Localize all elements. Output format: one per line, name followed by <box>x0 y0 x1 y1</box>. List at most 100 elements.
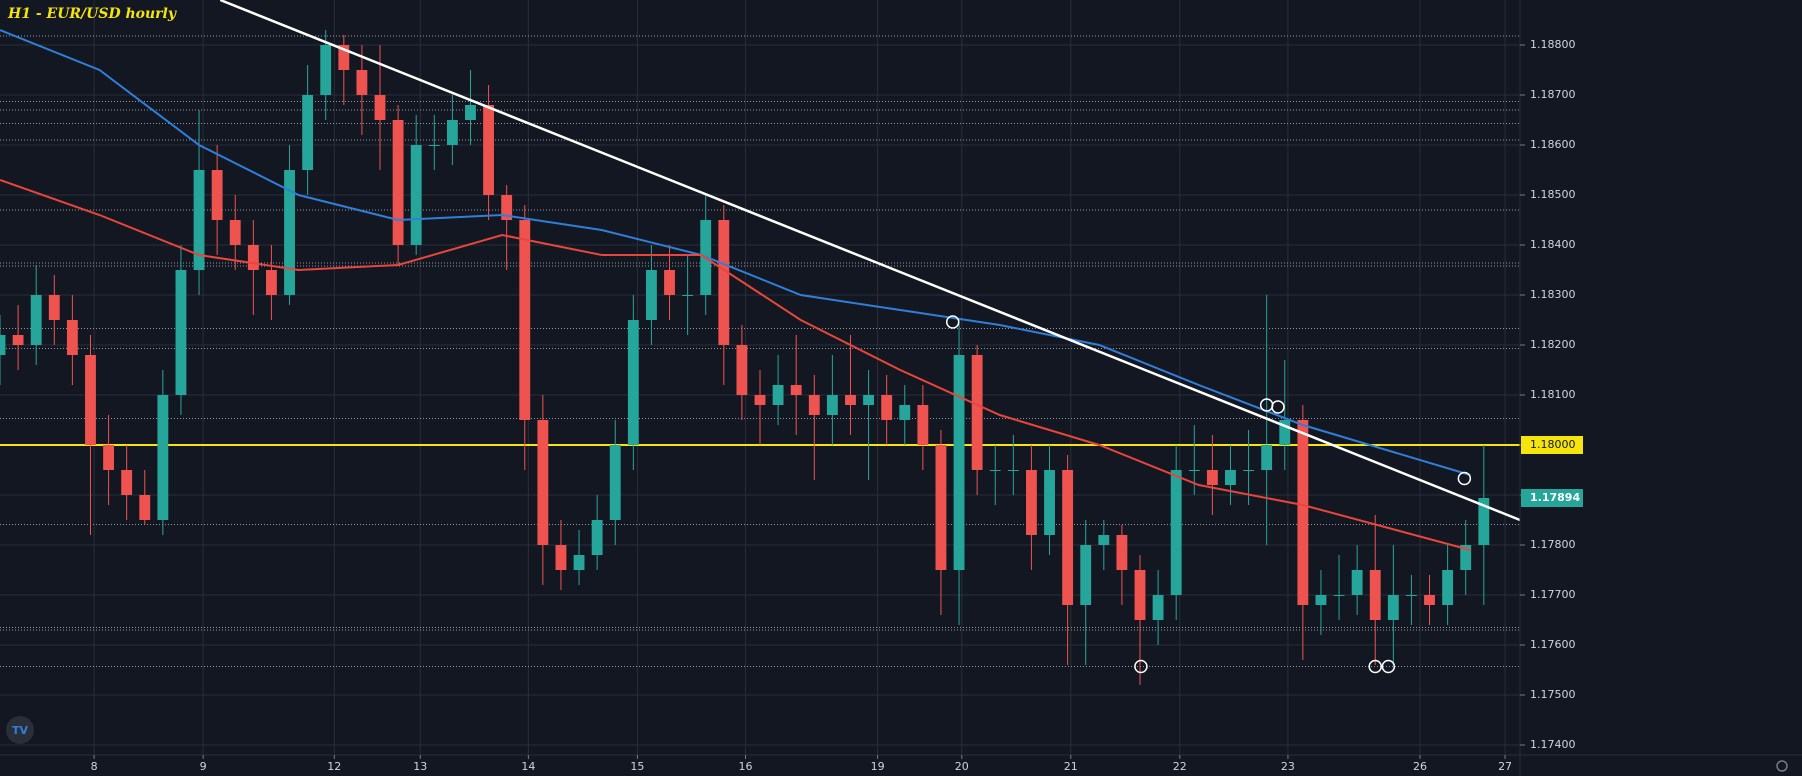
touch-marker <box>1381 659 1396 674</box>
candle-body <box>0 335 6 355</box>
candle-body <box>953 355 965 570</box>
candle-body <box>1387 595 1399 620</box>
y-tick-label: 1.17600 <box>1530 638 1576 651</box>
candle-body <box>736 345 748 395</box>
x-tick-label: 13 <box>413 760 427 773</box>
candle-body <box>85 355 96 445</box>
candle-body <box>410 145 422 245</box>
x-tick-label: 19 <box>871 760 885 773</box>
level-label: 1.18000 <box>1530 438 1576 451</box>
y-tick-label: 1.17500 <box>1530 688 1576 701</box>
candle-body <box>935 445 947 570</box>
axes: 1.174001.175001.176001.177001.178001.179… <box>91 38 1583 773</box>
logo: TV <box>6 716 34 744</box>
candle-body <box>175 270 187 395</box>
trendline <box>219 0 1521 522</box>
candle-body <box>465 105 476 120</box>
x-tick-label: 26 <box>1413 760 1427 773</box>
candle-body <box>609 445 621 520</box>
candle-body <box>446 120 458 145</box>
candle-body <box>1333 595 1345 596</box>
y-tick-label: 1.18100 <box>1530 388 1576 401</box>
touch-marker <box>945 315 960 329</box>
candle-body <box>30 295 42 345</box>
candle-body <box>139 495 151 520</box>
candle-body <box>1424 595 1435 605</box>
candle-body <box>1351 570 1363 595</box>
settings-icon[interactable] <box>1776 760 1788 772</box>
candle-body <box>66 320 78 355</box>
candle-body <box>664 270 675 295</box>
candle-body <box>1098 535 1110 545</box>
candle-body <box>1188 470 1200 471</box>
candle-body <box>1007 470 1019 471</box>
x-tick-label: 20 <box>955 760 969 773</box>
candle-body <box>193 170 205 270</box>
candle-body <box>356 70 368 95</box>
level-label-box <box>1521 436 1583 454</box>
candle-body <box>519 220 531 420</box>
candle-body <box>1279 420 1291 445</box>
y-tick-label: 1.17400 <box>1530 738 1576 751</box>
candle-body <box>881 395 893 420</box>
candle-body <box>989 470 1001 471</box>
candle-body <box>428 145 440 146</box>
candle-body <box>229 220 241 245</box>
y-tick-label: 1.18200 <box>1530 338 1576 351</box>
touch-marker <box>1457 471 1472 486</box>
touch-marker <box>1271 400 1285 414</box>
last-price-label: 1.17894 <box>1530 491 1580 504</box>
candle-body <box>338 45 350 70</box>
x-tick-label: 27 <box>1498 760 1512 773</box>
candle-body <box>863 395 874 405</box>
candle-body <box>682 295 694 296</box>
candle-body <box>917 405 929 445</box>
touch-marker <box>1134 659 1148 674</box>
x-tick-label: 15 <box>630 760 644 773</box>
candle-body <box>646 270 657 320</box>
candle-body <box>1062 470 1074 605</box>
plot <box>0 0 1521 685</box>
candle-body <box>971 355 983 470</box>
candle-body <box>1080 545 1092 605</box>
candle-body <box>302 95 314 170</box>
candle-body <box>899 405 911 420</box>
candle-body <box>555 545 567 570</box>
candle-body <box>1297 420 1309 605</box>
y-tick-label: 1.18500 <box>1530 188 1576 201</box>
candle-body <box>718 220 730 345</box>
candle-body <box>1243 470 1254 471</box>
candle-body <box>12 335 24 345</box>
y-tick-label: 1.18700 <box>1530 88 1576 101</box>
candle-body <box>284 170 295 295</box>
touch-marker <box>1368 659 1382 674</box>
candle-body <box>808 395 820 415</box>
x-tick-label: 21 <box>1064 760 1078 773</box>
candle-body <box>483 105 494 195</box>
candle-body <box>845 395 856 405</box>
candle-body <box>1152 595 1164 620</box>
candle-body <box>157 395 169 520</box>
candle-body <box>627 320 639 445</box>
x-tick-label: 22 <box>1173 760 1187 773</box>
candle-body <box>1044 470 1055 535</box>
x-tick-label: 23 <box>1281 760 1295 773</box>
candle-body <box>1406 595 1417 596</box>
candle-body <box>1134 570 1146 620</box>
candle-body <box>48 295 60 320</box>
candle-body <box>1369 570 1381 620</box>
candle-body <box>1478 498 1490 545</box>
candle-body <box>247 245 259 270</box>
candle-body <box>1206 470 1218 485</box>
candle-body <box>754 395 766 405</box>
x-tick-label: 14 <box>521 760 535 773</box>
y-tick-label: 1.18300 <box>1530 288 1576 301</box>
candle-body <box>392 120 404 245</box>
candle-body <box>772 385 784 405</box>
candle-body <box>1261 445 1273 470</box>
candle-body <box>1442 570 1454 605</box>
candle-body <box>537 420 549 545</box>
y-tick-label: 1.18600 <box>1530 138 1576 151</box>
